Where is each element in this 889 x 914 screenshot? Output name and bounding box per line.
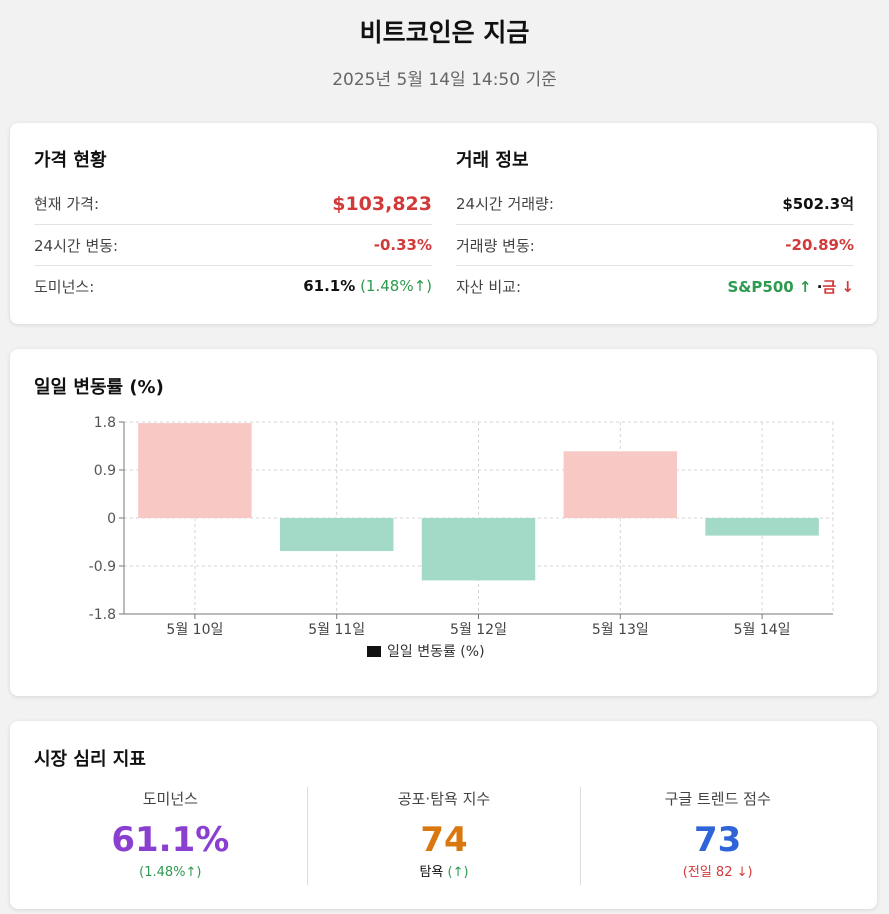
metric-fear-greed-status: 탐욕 — [419, 865, 448, 880]
trade-section: 거래 정보 24시간 거래량: $502.3억 거래량 변동: -20.89% … — [456, 147, 854, 306]
y-tick-label: -0.9 — [89, 559, 116, 575]
change-24h-label: 24시간 변동: — [34, 236, 119, 255]
dominance-label: 도미넌스: — [34, 277, 95, 296]
bar-2 — [279, 518, 394, 552]
volume-change-label: 거래량 변동: — [456, 236, 535, 255]
metric-google-trends-change: (전일 82 ↓) — [682, 865, 753, 880]
volume-change-value: -20.89% — [785, 236, 854, 254]
sp500-compare: S&P500 ↑ — [727, 277, 812, 296]
bar-5 — [705, 518, 819, 536]
metric-google-trends-value: 73 — [694, 820, 742, 860]
gold-compare: 금 ↓ — [822, 277, 854, 296]
chart-title: 일일 변동률 (%) — [34, 377, 164, 398]
x-tick-label: 5월 14일 — [734, 622, 791, 638]
dominance-value: 61.1% — [303, 277, 356, 295]
metric-fear-greed-value: 74 — [420, 820, 468, 860]
dominance-row: 도미넌스: 61.1% (1.48%↑) — [34, 265, 432, 306]
sentiment-card: 시장 심리 지표 도미넌스 61.1% (1.48%↑) 공포·탐욕 지수 74… — [10, 721, 877, 909]
bar-1 — [138, 423, 252, 518]
volume-change-row: 거래량 변동: -20.89% — [456, 224, 854, 265]
price-section-title: 가격 현황 — [34, 150, 107, 171]
metric-dominance-change: (1.48%↑) — [139, 865, 202, 880]
dominance-value-group: 61.1% (1.48%↑) — [303, 277, 432, 295]
summary-card: 가격 현황 현재 가격: $103,823 24시간 변동: -0.33% 도미… — [10, 123, 877, 324]
legend-label: 일일 변동률 (%) — [387, 644, 485, 660]
asset-compare-label: 자산 비교: — [456, 277, 522, 296]
bar-4 — [563, 451, 678, 518]
y-tick-label: 0 — [107, 511, 116, 527]
x-tick-label: 5월 11일 — [308, 622, 365, 638]
x-tick-label: 5월 10일 — [166, 622, 223, 638]
chart-card: 일일 변동률 (%) 1.8 0.9 0 -0.9 -1.8 5월 10일 5월 11일 5월… — [10, 349, 877, 696]
price-section: 가격 현황 현재 가격: $103,823 24시간 변동: -0.33% 도미… — [34, 147, 432, 306]
metric-dominance: 도미넌스 61.1% (1.48%↑) — [34, 787, 307, 885]
current-price-row: 현재 가격: $103,823 — [34, 183, 432, 224]
metric-fear-greed-label: 공포·탐욕 지수 — [397, 790, 491, 808]
trade-section-title: 거래 정보 — [456, 150, 529, 171]
page-header: 비트코인은 지금 2025년 5월 14일 14:50 기준 — [0, 0, 889, 92]
sentiment-metrics: 도미넌스 61.1% (1.48%↑) 공포·탐욕 지수 74 탐욕 (↑) 구… — [34, 787, 854, 885]
change-24h-row: 24시간 변동: -0.33% — [34, 224, 432, 265]
legend-swatch — [367, 646, 381, 657]
asset-compare-row: 자산 비교: S&P500 ↑ ·금 ↓ — [456, 265, 854, 306]
timestamp: 2025년 5월 14일 14:50 기준 — [332, 70, 557, 90]
daily-change-chart: 1.8 0.9 0 -0.9 -1.8 5월 10일 5월 11일 5월 12일 5월 13일 5… — [89, 415, 834, 660]
asset-compare-value: S&P500 ↑ ·금 ↓ — [728, 276, 855, 297]
y-tick-label: 0.9 — [94, 463, 116, 479]
metric-fear-greed-trend: (↑) — [447, 865, 469, 880]
bar-3 — [421, 518, 536, 581]
y-tick-label: 1.8 — [94, 415, 116, 431]
metric-dominance-value: 61.1% — [111, 820, 230, 860]
compare-separator: · — [811, 277, 823, 296]
x-tick-label: 5월 13일 — [592, 622, 649, 638]
change-24h-value: -0.33% — [373, 236, 432, 254]
volume-value: $502.3억 — [782, 195, 854, 213]
y-tick-label: -1.8 — [89, 607, 116, 623]
page-title: 비트코인은 지금 — [359, 18, 530, 47]
volume-label: 24시간 거래량: — [456, 195, 554, 213]
sentiment-section-title: 시장 심리 지표 — [34, 749, 146, 770]
current-price-label: 현재 가격: — [34, 195, 100, 213]
metric-fear-greed-sub: 탐욕 (↑) — [308, 863, 581, 883]
x-tick-label: 5월 12일 — [450, 622, 507, 638]
volume-row: 24시간 거래량: $502.3억 — [456, 183, 854, 224]
metric-dominance-label: 도미넌스 — [142, 790, 198, 808]
current-price-value: $103,823 — [332, 192, 432, 215]
metric-fear-greed: 공포·탐욕 지수 74 탐욕 (↑) — [306, 787, 581, 885]
metric-google-trends-label: 구글 트렌드 점수 — [664, 790, 771, 808]
dominance-change: (1.48%↑) — [360, 277, 432, 295]
metric-google-trends: 구글 트렌드 점수 73 (전일 82 ↓) — [580, 787, 854, 885]
